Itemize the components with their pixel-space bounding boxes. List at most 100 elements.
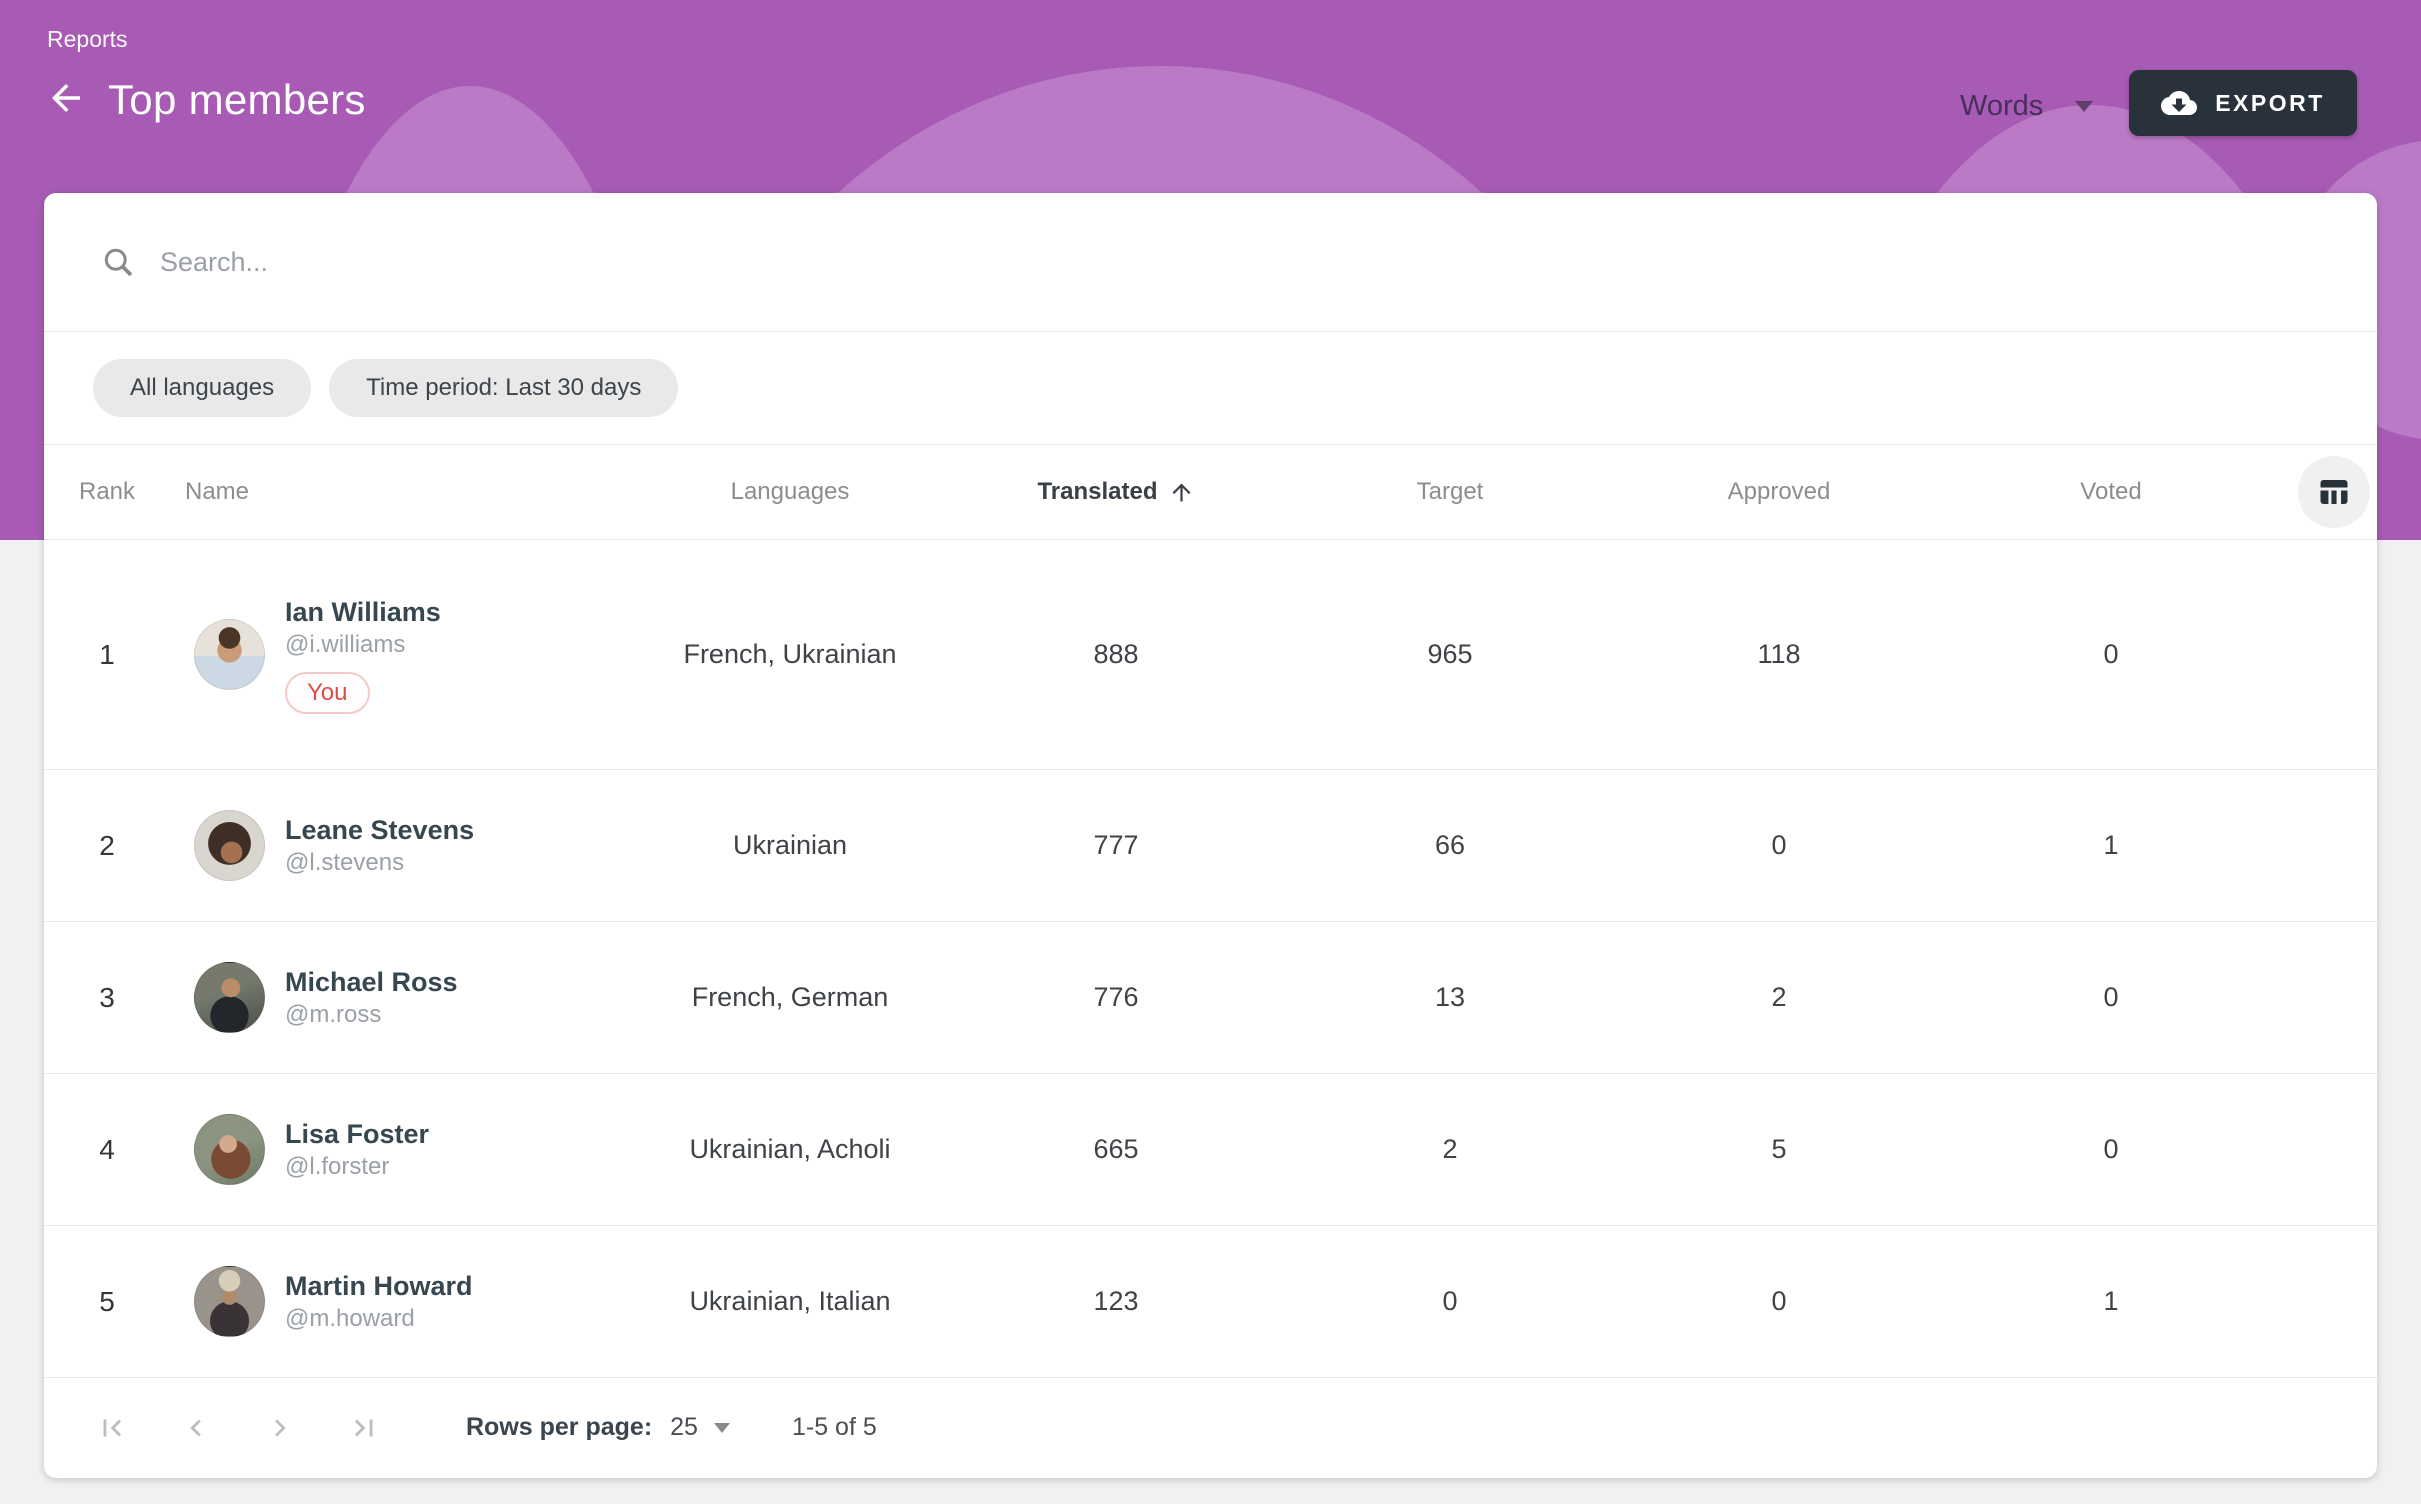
- translated-cell: 777: [1093, 830, 1139, 860]
- back-button[interactable]: [44, 78, 88, 122]
- member-name: Ian Williams: [285, 597, 441, 627]
- languages-cell: French, Ukrainian: [683, 639, 897, 669]
- voted-cell: 0: [2103, 1134, 2119, 1164]
- avatar: [194, 1266, 265, 1337]
- column-header-approved[interactable]: Approved: [1727, 478, 1831, 505]
- translated-cell: 665: [1093, 1134, 1139, 1164]
- breadcrumb: Reports: [47, 26, 128, 52]
- avatar: [194, 962, 265, 1033]
- search-icon: [100, 244, 136, 280]
- table-row[interactable]: 2 Leane Stevens @l.stevens Ukrainian 777…: [44, 769, 2377, 921]
- filter-chips: All languages Time period: Last 30 days: [44, 332, 2377, 445]
- you-badge: You: [285, 672, 370, 714]
- chevron-left-icon: [179, 1411, 213, 1445]
- pagination-bar: Rows per page: 25 1-5 of 5: [44, 1377, 2377, 1477]
- target-cell: 965: [1427, 639, 1473, 669]
- table-row[interactable]: 1 Ian Williams @i.williams You French, U…: [44, 540, 2377, 769]
- avatar: [194, 810, 265, 881]
- voted-cell: 1: [2103, 1286, 2119, 1316]
- member-username: @l.forster: [285, 1153, 390, 1180]
- translated-cell: 888: [1093, 639, 1139, 669]
- column-header-target[interactable]: Target: [1416, 478, 1484, 505]
- avatar: [194, 1114, 265, 1185]
- table-row[interactable]: 4 Lisa Foster @l.forster Ukrainian, Acho…: [44, 1073, 2377, 1225]
- sort-ascending-arrow-icon: [1168, 479, 1195, 506]
- member-name: Martin Howard: [285, 1271, 473, 1301]
- rank-cell: 1: [99, 638, 115, 670]
- column-header-translated[interactable]: Translated: [959, 478, 1273, 506]
- report-unit-value: Words: [1960, 89, 2044, 122]
- translated-cell: 776: [1093, 982, 1139, 1012]
- chevron-right-icon: [263, 1411, 297, 1445]
- filter-chip-languages[interactable]: All languages: [93, 359, 312, 417]
- member-username: @m.howard: [285, 1305, 415, 1332]
- chevron-down-icon: [713, 1422, 730, 1433]
- table-row[interactable]: 5 Martin Howard @m.howard Ukrainian, Ita…: [44, 1225, 2377, 1377]
- approved-cell: 0: [1771, 1286, 1787, 1316]
- member-cell: Leane Stevens @l.stevens: [170, 810, 621, 881]
- member-username: @m.ross: [285, 1001, 382, 1028]
- rank-cell: 2: [99, 829, 115, 861]
- approved-cell: 118: [1757, 639, 1801, 669]
- chevron-down-icon: [2075, 100, 2094, 112]
- table-row[interactable]: 3 Michael Ross @m.ross French, German 77…: [44, 921, 2377, 1073]
- avatar: [194, 619, 265, 690]
- target-cell: 2: [1442, 1134, 1458, 1164]
- voted-cell: 0: [2103, 982, 2119, 1012]
- target-cell: 66: [1434, 830, 1466, 860]
- languages-cell: Ukrainian, Italian: [689, 1286, 891, 1316]
- report-card: All languages Time period: Last 30 days …: [44, 193, 2377, 1478]
- member-name: Leane Stevens: [285, 815, 475, 845]
- column-header-voted[interactable]: Voted: [2080, 478, 2142, 505]
- search-input[interactable]: [160, 246, 1760, 278]
- export-button-label: EXPORT: [2215, 89, 2325, 116]
- approved-cell: 0: [1771, 830, 1787, 860]
- table-columns-icon: [2316, 474, 2352, 510]
- target-cell: 13: [1434, 982, 1466, 1012]
- languages-cell: Ukrainian: [732, 830, 848, 860]
- translated-cell: 123: [1093, 1286, 1139, 1316]
- search-bar: [44, 193, 2377, 332]
- voted-cell: 1: [2103, 830, 2119, 860]
- pagination-range: 1-5 of 5: [791, 1413, 877, 1441]
- column-header-languages[interactable]: Languages: [730, 478, 850, 505]
- rows-per-page-label: Rows per page:: [466, 1413, 653, 1441]
- target-cell: 0: [1442, 1286, 1458, 1316]
- column-header-rank[interactable]: Rank: [78, 478, 136, 505]
- report-unit-select[interactable]: Words: [1960, 84, 2094, 128]
- languages-cell: Ukrainian, Acholi: [689, 1134, 891, 1164]
- last-page-button[interactable]: [346, 1410, 382, 1446]
- previous-page-button[interactable]: [178, 1410, 214, 1446]
- member-name: Michael Ross: [285, 967, 458, 997]
- member-cell: Martin Howard @m.howard: [170, 1266, 621, 1337]
- rows-per-page-value: 25: [670, 1413, 698, 1441]
- column-header-translated-label: Translated: [1037, 478, 1158, 505]
- approved-cell: 2: [1771, 982, 1787, 1012]
- export-button[interactable]: EXPORT: [2129, 70, 2357, 136]
- rank-cell: 5: [99, 1285, 115, 1317]
- last-page-icon: [347, 1411, 381, 1445]
- voted-cell: 0: [2103, 639, 2119, 669]
- next-page-button[interactable]: [262, 1410, 298, 1446]
- rank-cell: 4: [99, 1133, 115, 1165]
- first-page-button[interactable]: [94, 1410, 130, 1446]
- member-username: @i.williams: [285, 631, 406, 658]
- member-cell: Michael Ross @m.ross: [170, 962, 621, 1033]
- filter-chip-time-period[interactable]: Time period: Last 30 days: [329, 359, 679, 417]
- member-cell: Lisa Foster @l.forster: [170, 1114, 621, 1185]
- member-username: @l.stevens: [285, 849, 405, 876]
- member-name: Lisa Foster: [285, 1119, 430, 1149]
- rows-per-page-select[interactable]: 25: [670, 1413, 730, 1442]
- approved-cell: 5: [1771, 1134, 1787, 1164]
- table-header-row: Rank Name Languages Translated Target Ap…: [44, 445, 2377, 540]
- rank-cell: 3: [99, 981, 115, 1013]
- first-page-icon: [95, 1411, 129, 1445]
- back-arrow-icon: [45, 77, 87, 124]
- column-settings-button[interactable]: [2298, 456, 2370, 528]
- column-header-name[interactable]: Name: [185, 478, 250, 505]
- table-body: 1 Ian Williams @i.williams You French, U…: [44, 540, 2377, 1377]
- page-title: Top members: [108, 76, 366, 123]
- cloud-download-icon: [2161, 89, 2198, 117]
- member-cell: Ian Williams @i.williams You: [170, 595, 621, 714]
- languages-cell: French, German: [691, 982, 889, 1012]
